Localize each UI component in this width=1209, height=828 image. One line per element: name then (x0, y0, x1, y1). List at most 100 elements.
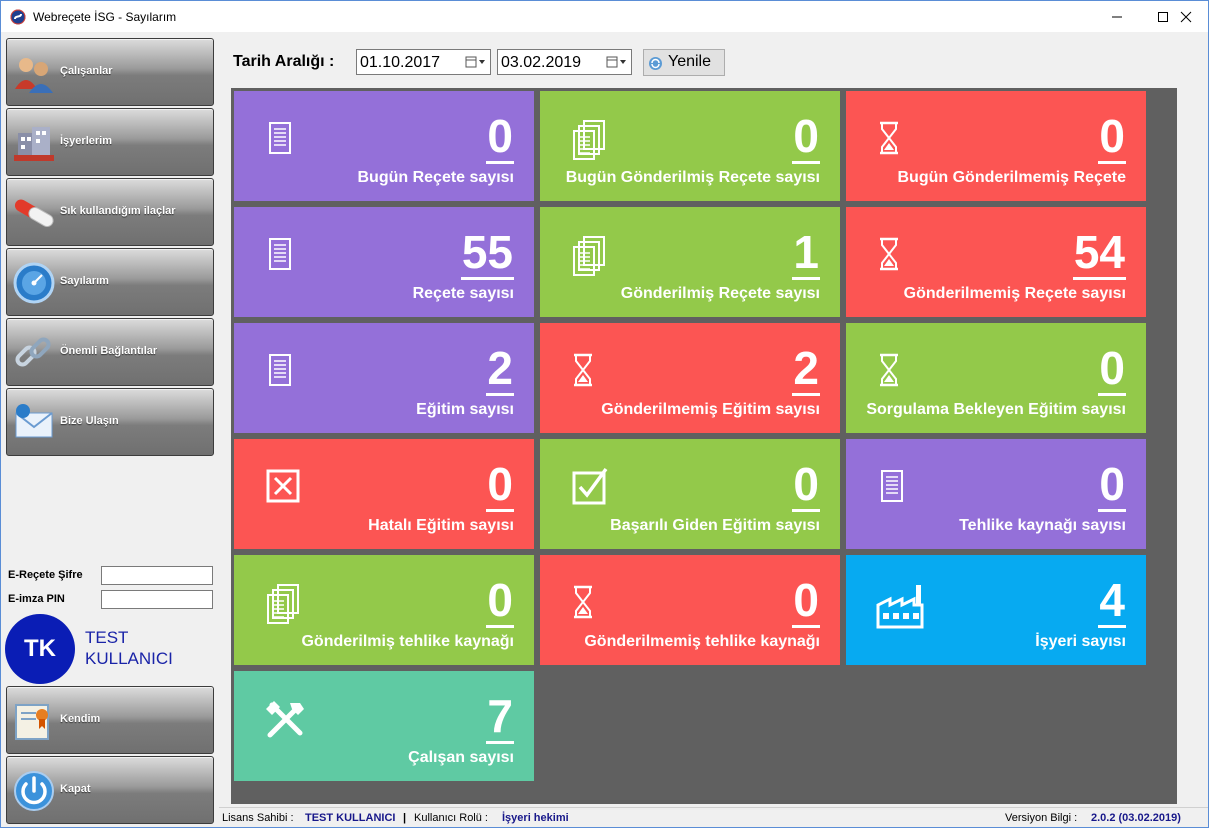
stat-caption: Gönderilmemiş Reçete sayısı (903, 285, 1126, 302)
stat-tile[interactable]: 0 Sorgulama Bekleyen Eğitim sayısı (846, 323, 1146, 433)
stat-value: 55 (460, 226, 514, 280)
stat-tile[interactable]: 4 İşyeri sayısı (846, 555, 1146, 665)
stat-caption: Gönderilmemiş tehlike kaynağı (584, 633, 820, 650)
stat-tile[interactable]: 54 Gönderilmemiş Reçete sayısı (846, 207, 1146, 317)
stat-tile[interactable]: 7 Çalışan sayısı (234, 671, 534, 781)
stat-tile[interactable]: 55 Reçete sayısı (234, 207, 534, 317)
stat-tile[interactable]: 0 Başarılı Giden Eğitim sayısı (540, 439, 840, 549)
stat-value: 0 (1098, 458, 1126, 512)
role-label: Kullanıcı Rolü : (414, 812, 488, 824)
chain-link-icon (15, 337, 51, 367)
building-icon (14, 127, 54, 161)
sidebar-item-label: Çalışanlar (60, 65, 113, 77)
stat-caption: Gönderilmiş Reçete sayısı (620, 285, 820, 302)
sidebar-item-calisanlar[interactable]: Çalışanlar (6, 38, 214, 106)
stat-value: 1 (792, 226, 820, 280)
stat-value: 0 (486, 110, 514, 164)
stat-value: 2 (486, 342, 514, 396)
end-date-picker[interactable]: 03.02.2019 (497, 49, 632, 75)
mail-icon (15, 404, 53, 438)
stat-value: 54 (1072, 226, 1126, 280)
status-bar: Lisans Sahibi : TEST KULLANICI | Kullanı… (219, 807, 1208, 828)
stat-value: 2 (792, 342, 820, 396)
erecete-password-input[interactable] (101, 566, 213, 585)
sidebar-item-baglantilar[interactable]: Önemli Bağlantılar (6, 318, 214, 386)
calendar-dropdown-icon[interactable] (464, 55, 486, 69)
sidebar-item-label: Önemli Bağlantılar (60, 345, 158, 357)
stat-tile[interactable]: 1 Gönderilmiş Reçete sayısı (540, 207, 840, 317)
user-name: TEST KULLANICI (85, 628, 173, 668)
power-icon (14, 771, 54, 811)
eimza-pin-input[interactable] (101, 590, 213, 609)
stat-caption: Gönderilmemiş Eğitim sayısı (601, 401, 820, 418)
stat-caption: Reçete sayısı (412, 285, 514, 302)
start-date-picker[interactable]: 01.10.2017 (356, 49, 491, 75)
date-range-label: Tarih Aralığı : (233, 53, 335, 70)
stat-tile[interactable]: 0 Gönderilmiş tehlike kaynağı (234, 555, 534, 665)
erecete-password-label: E-Reçete Şifre (8, 569, 83, 581)
sidebar: Çalışanlar İşyerlerim Sık kullandığım il… (1, 32, 219, 824)
license-value: TEST KULLANICI (305, 812, 396, 824)
stat-tile[interactable]: 2 Gönderilmemiş Eğitim sayısı (540, 323, 840, 433)
minimize-button[interactable] (1094, 1, 1140, 32)
stat-tile[interactable]: 0 Tehlike kaynağı sayısı (846, 439, 1146, 549)
version-label: Versiyon Bilgi : (1005, 812, 1078, 824)
sidebar-item-bize-ulasin[interactable]: Bize Ulaşın (6, 388, 214, 456)
stat-tile[interactable]: 2 Eğitim sayısı (234, 323, 534, 433)
minimize-icon (1112, 16, 1122, 17)
start-date-value: 01.10.2017 (360, 54, 441, 71)
maximize-icon (1158, 11, 1168, 22)
refresh-icon (649, 57, 662, 70)
stat-caption: Hatalı Eğitim sayısı (368, 517, 514, 534)
eimza-pin-label: E-imza PIN (8, 593, 65, 605)
stat-caption: Tehlike kaynağı sayısı (959, 517, 1126, 534)
certificate-icon (15, 704, 49, 740)
stat-tile[interactable]: 0 Gönderilmemiş tehlike kaynağı (540, 555, 840, 665)
sidebar-item-label: Sayılarım (60, 275, 109, 287)
stat-value: 4 (1098, 574, 1126, 628)
sidebar-item-sayilarim[interactable]: Sayılarım (6, 248, 214, 316)
sidebar-item-label: Bize Ulaşın (60, 415, 119, 427)
stat-value: 0 (1098, 342, 1126, 396)
refresh-label: Yenile (668, 53, 712, 70)
version-value: 2.0.2 (03.02.2019) (1091, 812, 1181, 824)
sidebar-item-isyerlerim[interactable]: İşyerlerim (6, 108, 214, 176)
refresh-button[interactable]: Yenile (643, 49, 725, 76)
avatar: TK (5, 614, 75, 684)
role-value: İşyeri hekimi (502, 812, 569, 824)
sidebar-item-label: Kendim (60, 713, 101, 725)
maximize-button[interactable] (1140, 1, 1186, 32)
stat-tile[interactable]: 0 Bugün Gönderilmemiş Reçete (846, 91, 1146, 201)
close-button[interactable] (1163, 1, 1209, 32)
stat-caption: Bugün Gönderilmiş Reçete sayısı (565, 169, 820, 186)
stat-caption: Sorgulama Bekleyen Eğitim sayısı (866, 401, 1126, 418)
dashboard-gauge-icon (13, 262, 55, 304)
close-icon (1180, 11, 1192, 22)
stat-caption: Çalışan sayısı (408, 749, 514, 766)
stat-caption: Eğitim sayısı (416, 401, 514, 418)
sidebar-item-kendim[interactable]: Kendim (6, 686, 214, 754)
stat-value: 0 (792, 574, 820, 628)
stat-caption: Başarılı Giden Eğitim sayısı (610, 517, 820, 534)
end-date-value: 03.02.2019 (501, 54, 582, 71)
sidebar-item-label: Sık kullandığım ilaçlar (60, 205, 176, 217)
stat-caption: Bugün Reçete sayısı (357, 169, 515, 186)
calendar-dropdown-icon[interactable] (605, 55, 627, 69)
stat-caption: Gönderilmiş tehlike kaynağı (301, 633, 514, 650)
status-separator: | (403, 812, 407, 824)
sidebar-item-ilaclar[interactable]: Sık kullandığım ilaçlar (6, 178, 214, 246)
stat-caption: İşyeri sayısı (1035, 633, 1126, 650)
people-icon (15, 58, 53, 93)
stat-value: 0 (792, 458, 820, 512)
stat-value: 0 (1098, 110, 1126, 164)
stat-tile[interactable]: 0 Hatalı Eğitim sayısı (234, 439, 534, 549)
sidebar-item-kapat[interactable]: Kapat (6, 756, 214, 824)
title-bar: Webreçete İSG - Sayılarım (1, 1, 1208, 32)
stat-value: 0 (486, 458, 514, 512)
stat-value: 0 (486, 574, 514, 628)
stat-tile[interactable]: 0 Bugün Gönderilmiş Reçete sayısı (540, 91, 840, 201)
license-label: Lisans Sahibi : (222, 812, 294, 824)
stat-caption: Bugün Gönderilmemiş Reçete (897, 169, 1127, 186)
stat-tile[interactable]: 0 Bugün Reçete sayısı (234, 91, 534, 201)
